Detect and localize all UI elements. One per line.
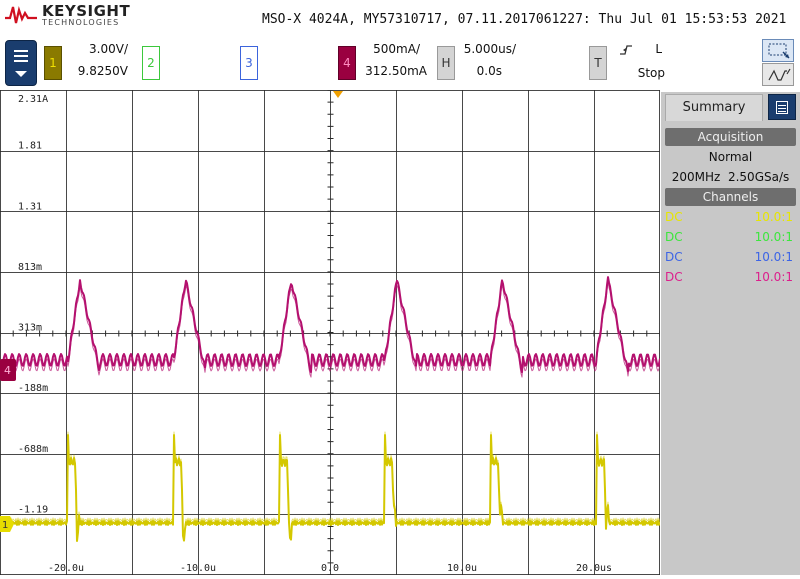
zoom-box-icon — [768, 43, 790, 59]
horizontal-scale: 5.000us/ — [463, 42, 516, 56]
channel-3-button[interactable]: 3 — [240, 46, 258, 80]
channel-4-trace — [0, 276, 661, 374]
y-axis-label: -1.19 — [18, 504, 48, 515]
wave-tool-button[interactable] — [762, 63, 794, 86]
acquisition-bandwidth: 200MHz — [671, 170, 721, 184]
channel-coupling: DC — [665, 210, 683, 224]
control-row: 1 3.00V/ 9.8250V 2 3 4 500mA/ 312.50mA H… — [0, 36, 800, 90]
y-axis-label: 1.31 — [18, 201, 42, 212]
channel-probe-ratio: 10.0:1 — [754, 210, 793, 224]
acquisition-state: Stop — [637, 66, 665, 80]
keysight-logo-icon — [5, 5, 37, 24]
channel-4-scale: 500mA/ — [373, 42, 420, 56]
channel-probe-ratio: 10.0:1 — [754, 250, 793, 264]
brand-name: KEYSIGHT — [42, 2, 131, 20]
channel-1-scale: 3.00V/ — [89, 42, 128, 56]
horizontal-delay: 0.0s — [476, 64, 502, 78]
acquisition-header: Acquisition — [665, 128, 796, 146]
acquisition-sample-rate: 2.50GSa/s — [727, 170, 790, 184]
channel-4-button[interactable]: 4 — [338, 46, 356, 80]
channel-probe-ratio: 10.0:1 — [754, 230, 793, 244]
channel-coupling: DC — [665, 270, 683, 284]
channel-coupling: DC — [665, 250, 683, 264]
channel-4-trace-envelope — [0, 281, 661, 378]
channel-1-ground-marker[interactable]: 1 — [0, 516, 14, 532]
channel-probe-ratio: 10.0:1 — [754, 270, 793, 284]
sidebar-menu-button[interactable] — [768, 94, 796, 120]
trigger-position-marker[interactable] — [333, 91, 343, 98]
channel-1-marker-label: 1 — [2, 520, 8, 531]
channel-1-offset: 9.8250V — [77, 64, 128, 78]
chevron-down-icon — [15, 71, 27, 77]
trigger-level: L — [655, 42, 662, 56]
channel-4-marker-label: 4 — [4, 364, 11, 377]
x-axis-label: 10.0u — [447, 563, 477, 574]
x-axis-label: 0.0 — [321, 563, 339, 574]
channel-4-offset: 312.50mA — [365, 64, 427, 78]
waveform-canvas: 2.31A 1.81 1.31 813m 313m -188m -688m -1.19 -20… — [0, 89, 661, 576]
main-menu-button[interactable] — [5, 40, 37, 86]
channel-coupling: DC — [665, 230, 683, 244]
instrument-title: MSO-X 4024A, MY57310717, 07.11.201706122… — [262, 12, 787, 27]
tab-summary[interactable]: Summary — [665, 94, 763, 121]
rising-edge-icon — [620, 45, 632, 55]
channel-1-button[interactable]: 1 — [44, 46, 62, 80]
waveform-icon — [768, 68, 791, 81]
x-axis-label: -10.0u — [180, 563, 216, 574]
menu-icon — [14, 50, 28, 65]
channel-4-ground-marker[interactable]: 4 — [0, 359, 16, 381]
channel-1-trace — [0, 434, 661, 542]
brand-subtitle: TECHNOLOGIES — [42, 18, 120, 27]
y-axis-label: -688m — [18, 444, 48, 455]
trigger-button[interactable]: T — [589, 46, 607, 80]
x-axis-label: 20.0us — [576, 563, 612, 574]
horizontal-button[interactable]: H — [437, 46, 455, 80]
channel-2-button[interactable]: 2 — [142, 46, 160, 80]
y-axis-label: -188m — [18, 383, 48, 394]
waveform-display[interactable]: 2.31A 1.81 1.31 813m 313m -188m -688m -1.19 -20… — [0, 89, 661, 576]
y-axis-label: 1.81 — [18, 141, 42, 152]
channels-header: Channels — [665, 188, 796, 206]
summary-sidebar: Summary Acquisition Normal 200MHz 2.50GS… — [661, 92, 800, 575]
acquisition-rate-line: 200MHz 2.50GSa/s — [665, 170, 796, 184]
y-axis-label: 2.31A — [18, 94, 48, 105]
header-bar: KEYSIGHT TECHNOLOGIES MSO-X 4024A, MY573… — [0, 0, 800, 36]
x-axis-label: -20.0u — [48, 563, 84, 574]
channel-1-trace-envelope — [0, 431, 661, 539]
document-icon — [776, 101, 788, 114]
zoom-box-button[interactable] — [762, 39, 794, 62]
acquisition-mode: Normal — [708, 150, 753, 164]
y-axis-label: 813m — [18, 262, 42, 273]
y-axis-label: 313m — [18, 323, 42, 334]
